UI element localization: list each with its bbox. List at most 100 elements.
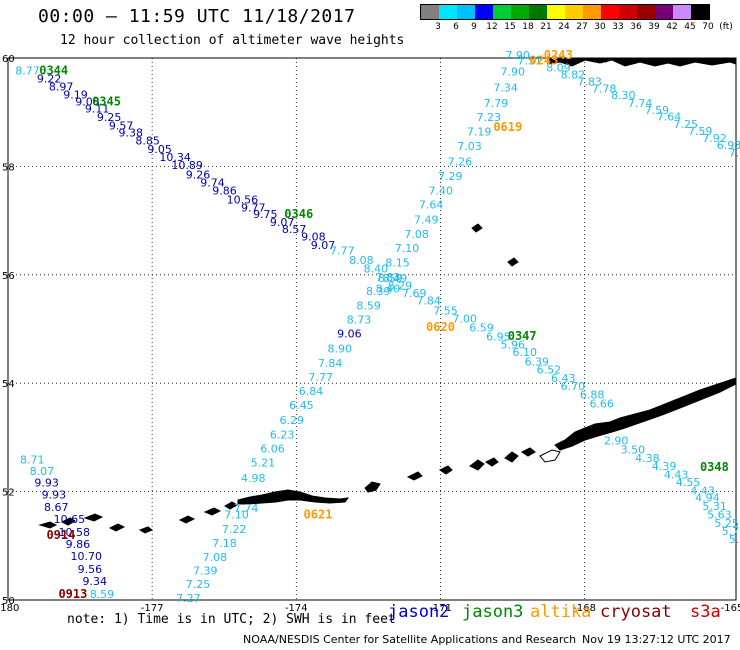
pass-time-labels: 0344 0345 0346 0347 0348 0619 0620 0621 02430243… — [39, 48, 729, 601]
wave-height-value: 9.05 — [147, 143, 172, 156]
wave-height-value: 8.59 — [356, 299, 381, 312]
color-scale-label: 21 — [540, 22, 552, 32]
alaska-coast-north — [547, 57, 737, 67]
wave-height-value: 7.08 — [404, 228, 429, 241]
wave-height-value: 4.94 — [695, 491, 720, 504]
wave-height-value: 6.10 — [513, 346, 538, 359]
wave-height-value: 9.77 — [241, 201, 265, 214]
pass-time-label: 0345 — [92, 95, 121, 109]
wave-height-value: 7.00 — [452, 312, 477, 325]
wave-height-value: 4.98 — [241, 472, 265, 485]
wave-height-value: 3.50 — [621, 444, 646, 457]
wave-height-value: 8.97 — [49, 81, 73, 94]
color-scale-label: 36 — [630, 22, 642, 32]
color-scale-label: 70 — [702, 22, 714, 32]
wave-height-value: 9.93 — [34, 477, 59, 490]
unimak-island — [539, 449, 561, 463]
wave-height-value: 8.71 — [20, 453, 44, 466]
wave-height-value: 10.89 — [171, 159, 203, 172]
wave-height-value: 5.31 — [702, 500, 727, 513]
wave-height-value: 9.06 — [337, 328, 362, 341]
map-frame — [7, 57, 737, 601]
wave-height-value: 7.77 — [308, 371, 333, 384]
longitude-label: -165 — [721, 603, 740, 614]
wave-height-value: 5. — [729, 533, 740, 546]
pass-time-label: 0243 — [529, 54, 558, 68]
wave-height-value: 7.29 — [438, 170, 463, 183]
wave-height-value: 7.84 — [318, 357, 343, 370]
wave-height-value: 10.70 — [70, 550, 102, 563]
color-scale-swatches — [420, 4, 710, 20]
latitude-label: 50 — [2, 596, 15, 607]
wave-height-value: 7.23 — [477, 111, 502, 124]
wave-height-value: 7.92 — [702, 132, 727, 145]
wave-height-value: 6.43 — [551, 372, 576, 385]
wave-height-value: 9.57 — [109, 120, 134, 133]
color-scale-label: 33 — [612, 22, 624, 32]
pass-time-label: 0243 — [544, 48, 573, 62]
wave-height-value: 8.90 — [328, 342, 353, 355]
wave-height-value: 8.73 — [347, 314, 372, 327]
wave-height-value: 8.08 — [349, 254, 374, 267]
wave-height-value: 7.55 — [433, 304, 458, 317]
legend-jason2: jason2 — [388, 602, 450, 622]
color-swatch — [601, 5, 619, 19]
color-swatch — [691, 5, 709, 19]
wave-height-value: 10.65 — [54, 513, 85, 526]
wave-height-value: 5.96 — [501, 339, 526, 352]
wave-height-value: 10.56 — [227, 193, 259, 206]
wave-height-value: 9.08 — [75, 96, 100, 109]
color-scale-label: 6 — [453, 22, 459, 32]
wave-height-value: 7.74 — [234, 502, 259, 515]
pass-time-label: 0913 — [58, 587, 87, 601]
wave-height-value: 7.10 — [224, 509, 249, 522]
wave-height-value: 7.25 — [186, 578, 211, 591]
pass-time-label: 0346 — [284, 207, 313, 221]
longitude-label: -171 — [429, 603, 452, 614]
wave-height-value: 6.29 — [279, 414, 304, 427]
wave-height-value: 7.19 — [467, 126, 492, 139]
wave-height-value: 5.7 — [722, 525, 740, 538]
color-swatch — [475, 5, 493, 19]
color-scale-label: 42 — [666, 22, 678, 32]
wave-height-value: 8.59 — [90, 588, 115, 601]
pribilof-islands — [471, 223, 519, 267]
wave-height-value: 7.77 — [330, 245, 355, 258]
pass-time-label: 0619 — [493, 120, 522, 134]
color-scale-label: 24 — [558, 22, 570, 32]
longitude-label: -180 — [0, 603, 19, 614]
color-scale-label: 15 — [504, 22, 516, 32]
generated-timestamp: Nov 19 13:27:12 UTC 2017 — [582, 633, 731, 646]
wave-height-value: 8.07 — [30, 465, 55, 478]
wave-height-value: 8.15 — [385, 257, 410, 270]
wave-height-value: 9.93 — [42, 489, 67, 502]
wave-height-value: 6.93 — [717, 139, 740, 152]
wave-height-value: 6.66 — [589, 398, 614, 411]
color-scale-label: (ft) — [719, 22, 733, 32]
pass-time-label: 0348 — [700, 460, 729, 474]
wave-height-value: 7.39 — [193, 565, 218, 578]
pass-time-label: 0914 — [46, 528, 75, 542]
color-swatch — [583, 5, 601, 19]
wave-height-value: 6.95 — [486, 330, 511, 343]
wave-height-value: 2.90 — [604, 434, 629, 447]
wave-height-value: 8.49 — [383, 272, 408, 285]
legend-jason3: jason3 — [462, 602, 524, 622]
wave-height-value: 7.83 — [376, 271, 401, 284]
wave-height-value: 6.59 — [469, 322, 494, 335]
color-scale-label: 9 — [471, 22, 477, 32]
wave-height-value: 4.55 — [676, 476, 701, 489]
wave-height-value: 7.25 — [674, 118, 699, 131]
wave-height-value: 9.86 — [66, 538, 91, 551]
wave-height-value: 7.83 — [577, 76, 602, 89]
wave-height-value: 8.67 — [44, 501, 69, 514]
color-swatch — [619, 5, 637, 19]
color-swatch — [529, 5, 547, 19]
color-scale-labels: 3 6 9 12 15 18 21 24 27 30 33 36 39 42 45 70 (ft) — [420, 20, 733, 32]
wave-height-value: 10.58 — [58, 526, 90, 539]
wave-height-value: 7.90 — [501, 65, 526, 78]
color-swatch — [673, 5, 691, 19]
pass-time-label: 0620 — [426, 320, 455, 334]
wave-height-value: 9.26 — [186, 168, 211, 181]
wave-height-value: 8.29 — [388, 279, 413, 292]
